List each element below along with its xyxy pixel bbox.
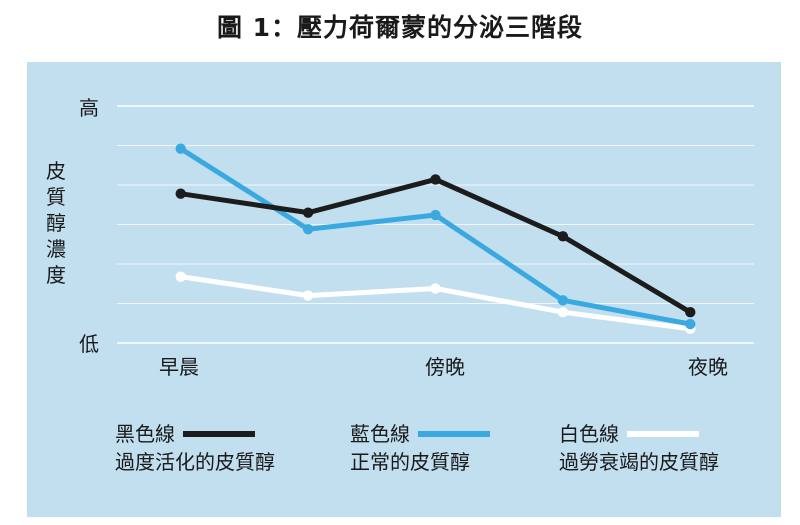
data-point-2-3 <box>557 306 569 318</box>
x-tick-night: 夜晚 <box>688 355 728 379</box>
x-tick-evening: 傍晚 <box>425 355 465 379</box>
y-tick-high: 高 <box>79 96 99 120</box>
data-point-0-3 <box>557 231 569 242</box>
legend-blue-name: 藍色線 <box>350 422 410 446</box>
legend-black-swatch <box>183 431 255 437</box>
legend-black-desc: 過度活化的皮質醇 <box>115 450 275 474</box>
data-point-2-0 <box>175 271 186 282</box>
y-axis-label-char-2: 醇 <box>46 211 66 235</box>
legend-white-swatch <box>627 431 699 437</box>
data-point-1-3 <box>557 295 569 306</box>
chart-panel: 高 低 皮質醇濃度 早晨 傍晚 夜晚 黑色線 過度活化的皮質醇 藍色線 正常的皮… <box>27 62 781 517</box>
x-tick-morning: 早晨 <box>159 355 199 379</box>
y-tick-low: 低 <box>79 332 99 356</box>
data-point-2-1 <box>302 290 314 301</box>
data-point-2-2 <box>430 283 441 294</box>
data-point-1-0 <box>175 143 186 154</box>
y-axis-label-char-4: 度 <box>46 263 66 287</box>
data-point-0-1 <box>302 207 314 218</box>
y-axis-label: 皮質醇濃度 <box>44 158 68 288</box>
y-axis-label-char-1: 質 <box>46 185 66 209</box>
legend-black: 黑色線 過度活化的皮質醇 <box>115 420 275 476</box>
data-point-0-2 <box>430 174 441 185</box>
legend-white-desc: 過勞衰竭的皮質醇 <box>559 450 719 474</box>
legend-white-name: 白色線 <box>559 422 619 446</box>
legend-black-name: 黑色線 <box>115 422 175 446</box>
data-point-0-0 <box>175 188 186 199</box>
data-point-1-2 <box>430 209 441 221</box>
y-axis-label-char-3: 濃 <box>46 237 66 261</box>
data-point-0-4 <box>685 306 696 318</box>
data-point-1-4 <box>685 318 696 330</box>
plot-area <box>117 105 754 344</box>
y-axis-label-char-0: 皮 <box>46 159 66 183</box>
legend-blue-swatch <box>418 431 490 437</box>
chart-title: 圖 1：壓力荷爾蒙的分泌三階段 <box>216 13 584 42</box>
data-point-1-1 <box>302 224 314 235</box>
legend-blue-desc: 正常的皮質醇 <box>350 450 470 474</box>
legend-blue: 藍色線 正常的皮質醇 <box>350 420 490 476</box>
legend-white: 白色線 過勞衰竭的皮質醇 <box>559 420 719 476</box>
